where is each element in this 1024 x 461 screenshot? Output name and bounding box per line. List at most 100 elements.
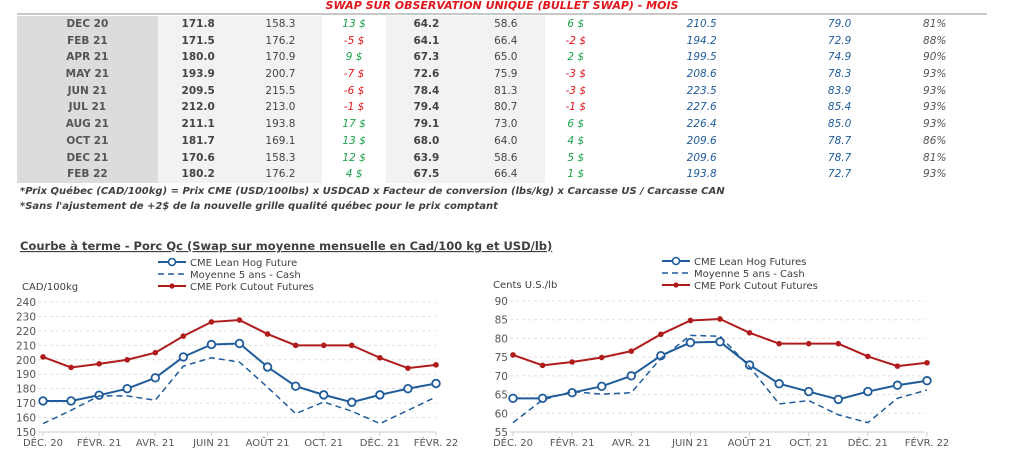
table-cell: 209.6 — [686, 134, 717, 147]
table-cell: 17 $ — [342, 118, 366, 131]
table-cell: 171.8 — [157, 16, 239, 33]
table-cell: 158.3 — [238, 149, 323, 167]
table-cell: 158.3 — [238, 16, 323, 33]
table-cell: 208.6 — [686, 68, 717, 81]
x-tick-label: OCT. 21 — [304, 438, 343, 449]
table-cell: 66.4 — [466, 166, 545, 183]
table-cell: 79.1 — [385, 116, 467, 133]
data-point — [122, 383, 132, 394]
legend-label: CME Pork Cutout Futures — [190, 282, 314, 293]
y-tick-label: 70 — [495, 371, 508, 383]
table-cell: 1 $ — [567, 168, 585, 181]
x-tick-label: JUIN 21 — [192, 438, 230, 449]
table-cell: 64.2 — [385, 16, 467, 33]
data-point — [234, 338, 245, 349]
data-point — [96, 361, 102, 367]
data-point — [433, 362, 439, 368]
table-cell: 199.5 — [686, 51, 717, 64]
table-cell: 194.2 — [686, 34, 717, 47]
table-cell: 78.4 — [385, 82, 467, 100]
table-cell: 93% — [923, 168, 947, 181]
table-cell: 13 $ — [342, 18, 366, 30]
table-cell: 78.7 — [827, 134, 852, 147]
legend-label: CME Pork Cutout Futures — [694, 281, 818, 292]
table-cell: 68.0 — [385, 132, 467, 150]
data-point — [264, 331, 271, 337]
table-cell: 193.8 — [686, 168, 717, 181]
data-point — [685, 337, 696, 348]
data-point — [805, 340, 812, 347]
data-point — [290, 381, 301, 391]
table-cell: 215.5 — [238, 82, 323, 100]
y-tick-label: 170 — [16, 398, 36, 410]
x-tick-label: AVR. 21 — [136, 438, 175, 449]
data-point — [510, 352, 516, 358]
table-cell: FEB 21 — [17, 32, 158, 50]
table-cell: JUN 21 — [17, 82, 158, 100]
data-point — [746, 330, 753, 336]
data-point — [206, 339, 217, 350]
table-row: DEC 20 171.8 158.3 13 $ 64.2 58.6 6 $ 210.5 79.0… — [17, 16, 987, 33]
legend-label: CME Lean Hog Futures — [694, 257, 807, 268]
table-cell: DEC 20 — [17, 16, 158, 33]
table-cell: 212.0 — [157, 99, 239, 117]
table-cell: 72.7 — [827, 168, 852, 181]
table-cell: 58.6 — [466, 16, 545, 33]
data-point — [405, 365, 411, 371]
x-tick-label: OCT. 21 — [789, 438, 828, 449]
table-cell: 64.0 — [466, 132, 545, 150]
table-cell: 12 $ — [342, 151, 366, 164]
data-point — [375, 390, 385, 400]
table-cell: 67.3 — [385, 49, 467, 67]
legend-marker — [169, 283, 175, 289]
x-tick-label: FÉVR. 22 — [905, 436, 950, 449]
y-axis-label: CAD/100kg — [22, 282, 78, 293]
table-row: JUL 21 212.0 213.0 -1 $ 79.4 80.7 -1 $ 227.6 85.… — [17, 99, 987, 117]
table-cell: 193.9 — [157, 66, 239, 83]
data-point — [597, 381, 607, 392]
table-cell: 65.0 — [466, 49, 545, 67]
y-tick-label: 210 — [16, 340, 36, 352]
table-cell: 90% — [923, 51, 947, 64]
y-tick-label: 200 — [16, 355, 36, 367]
table-cell: 13 $ — [342, 134, 366, 147]
x-tick-label: JUIN 21 — [671, 438, 709, 449]
y-tick-label: 75 — [495, 352, 508, 364]
table-cell: 81.3 — [466, 82, 545, 100]
legend-marker — [671, 256, 681, 266]
table-cell: 93% — [923, 118, 947, 131]
table-cell: 6 $ — [567, 118, 585, 131]
table-cell: 64.1 — [385, 32, 467, 50]
data-point — [431, 378, 441, 389]
y-tick-label: 65 — [495, 390, 508, 402]
data-point — [40, 354, 46, 360]
y-tick-label: 160 — [16, 413, 36, 425]
data-point — [804, 386, 814, 397]
table-cell: 180.2 — [157, 166, 239, 183]
table-row: AUG 21 211.1 193.8 17 $ 79.1 73.0 6 $ 226.4 85.0… — [17, 116, 987, 133]
table-cell: 210.5 — [686, 18, 717, 30]
x-tick-label: DÉC. 21 — [848, 436, 888, 449]
footnote-2: *Sans l'ajustement de +2$ de la nouvelle… — [20, 201, 498, 212]
table-cell: 78.7 — [827, 151, 852, 164]
data-point — [894, 363, 901, 369]
legend-marker — [167, 257, 177, 267]
table-title: SWAP SUR OBSERVATION UNIQUE (BULLET SWAP… — [325, 0, 679, 12]
table-cell: 63.9 — [385, 149, 467, 167]
table-row: FEB 22 180.2 176.2 4 $ 67.5 66.4 1 $ 193.8 72.7 9… — [17, 166, 987, 183]
table-cell: 78.3 — [827, 68, 852, 81]
table-cell: 86% — [923, 134, 947, 147]
legend-marker — [673, 282, 679, 288]
table-cell: OCT 21 — [17, 132, 158, 150]
table-cell: 180.0 — [157, 49, 239, 67]
data-point — [319, 390, 329, 400]
series-line — [512, 334, 928, 424]
table-cell: 72.6 — [385, 66, 467, 83]
y-tick-label: 55 — [495, 427, 508, 439]
table-cell: 83.9 — [827, 84, 852, 97]
table-cell: -1 $ — [343, 101, 365, 114]
table-cell: -2 $ — [565, 34, 586, 47]
data-point — [508, 393, 518, 404]
y-axis-label: Cents U.S./lb — [493, 280, 557, 291]
table-cell: 58.6 — [466, 149, 545, 167]
